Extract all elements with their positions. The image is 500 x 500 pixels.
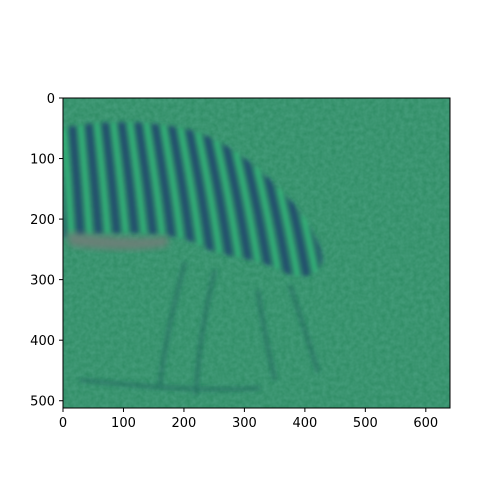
y-tick-label: 0 [47,92,55,107]
x-tick-label: 400 [292,416,317,431]
x-tick-label: 100 [111,416,136,431]
y-tick-label: 200 [30,213,55,228]
blur-band [66,232,168,250]
y-axis: 0 100 200 300 400 500 [30,92,63,410]
x-tick-label: 300 [232,416,257,431]
x-axis: 0 100 200 300 400 500 600 [59,408,438,431]
plot-image [63,98,450,408]
y-tick-label: 300 [30,274,55,289]
y-tick-label: 500 [30,395,55,410]
axes-frame [62,97,451,409]
x-tick-label: 600 [413,416,438,431]
x-tick-label: 500 [353,416,378,431]
zebra-legs [79,261,320,396]
x-tick-label: 200 [172,416,197,431]
y-tick-label: 400 [30,334,55,349]
x-tick-label: 0 [59,416,67,431]
y-tick-label: 100 [30,153,55,168]
